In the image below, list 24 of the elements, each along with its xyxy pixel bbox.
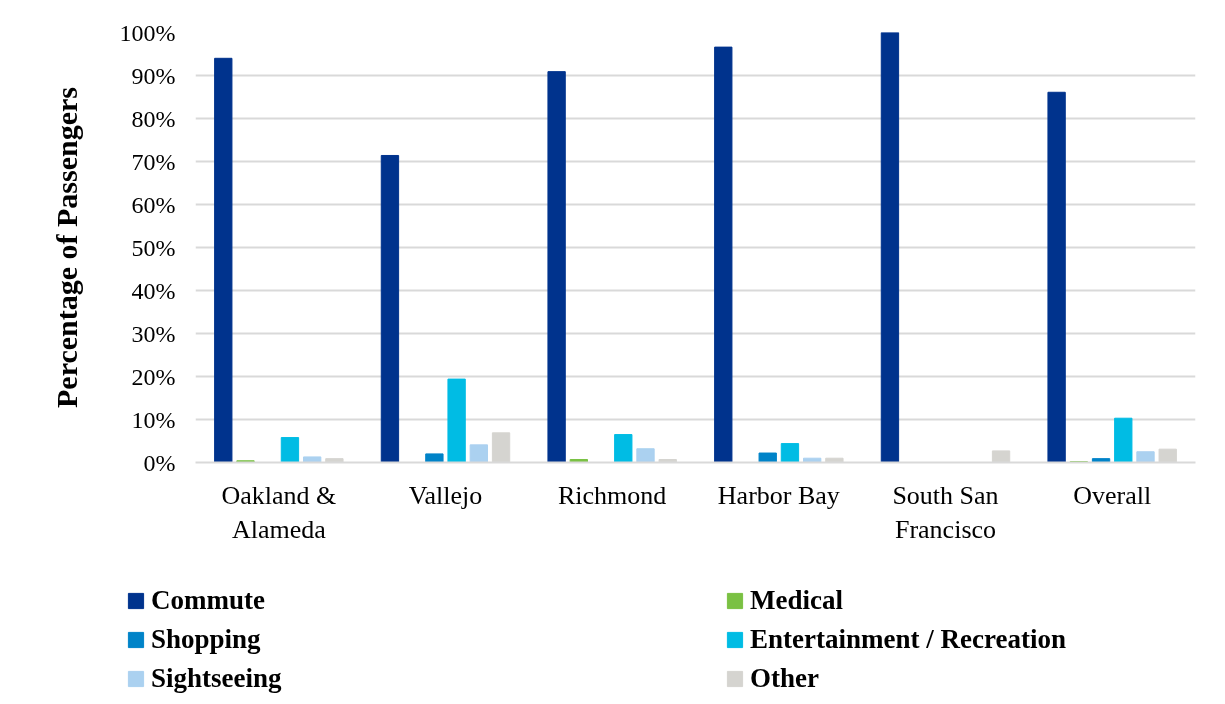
x-tick-label: Oakland & Alameda — [221, 480, 337, 545]
y-tick-label: 0% — [143, 449, 176, 476]
y-tick-label: 80% — [131, 105, 176, 132]
y-tick-label: 50% — [131, 234, 176, 261]
legend-label: Medical — [750, 583, 843, 617]
legend-label: Entertainment / Recreation — [750, 622, 1066, 656]
y-tick-label: 60% — [131, 191, 176, 218]
x-tick-label: Richmond — [558, 480, 667, 510]
y-tick-label: 10% — [131, 406, 176, 433]
y-tick-label: 20% — [131, 363, 176, 390]
legend-label: Sightseeing — [151, 661, 282, 695]
x-tick-label: Overall — [1073, 480, 1152, 510]
legend-label: Shopping — [151, 622, 261, 656]
y-tick-label: 40% — [131, 277, 176, 304]
y-tick-label: 30% — [131, 320, 176, 347]
y-tick-label: 90% — [131, 62, 176, 89]
y-axis-title: Percentage of Passengers — [49, 86, 83, 408]
x-tick-label: South San Francisco — [892, 480, 999, 545]
y-tick-label: 100% — [119, 19, 176, 46]
legend-label: Commute — [151, 583, 265, 617]
x-tick-label: Harbor Bay — [717, 480, 840, 510]
legend-label: Other — [750, 661, 819, 695]
x-tick-label: Vallejo — [408, 480, 483, 510]
y-tick-label: 70% — [131, 148, 176, 175]
